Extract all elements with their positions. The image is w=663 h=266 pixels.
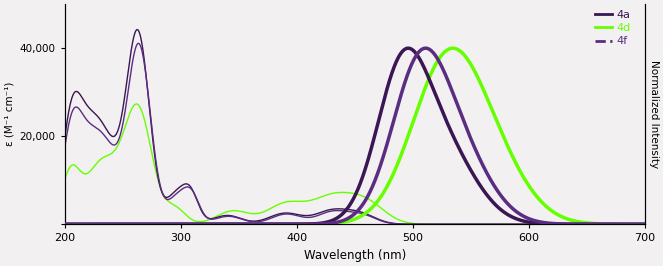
Y-axis label: ε (M⁻¹ cm⁻¹): ε (M⁻¹ cm⁻¹) (4, 82, 14, 146)
X-axis label: Wavelength (nm): Wavelength (nm) (304, 249, 406, 262)
Legend: 4a, 4d, 4f: 4a, 4d, 4f (595, 10, 631, 46)
Y-axis label: Normalized Intensity: Normalized Intensity (649, 60, 659, 168)
